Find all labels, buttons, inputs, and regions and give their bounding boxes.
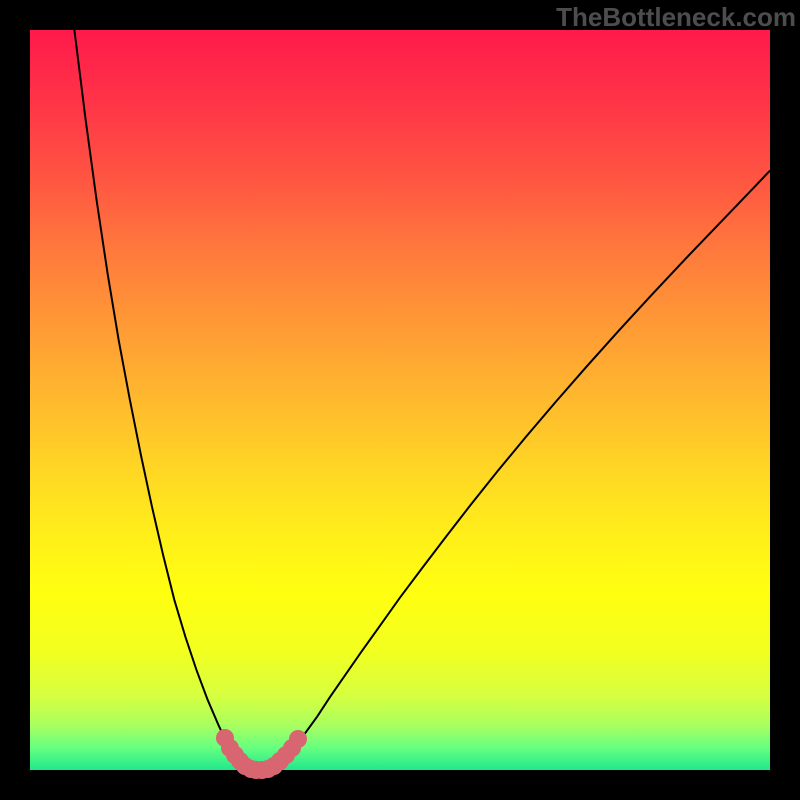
plot-area (30, 30, 770, 770)
gradient-background (30, 30, 770, 770)
chart-frame: TheBottleneck.com (0, 0, 800, 800)
highlight-marker (289, 730, 307, 748)
plot-svg (30, 30, 770, 770)
watermark-text: TheBottleneck.com (556, 2, 796, 33)
